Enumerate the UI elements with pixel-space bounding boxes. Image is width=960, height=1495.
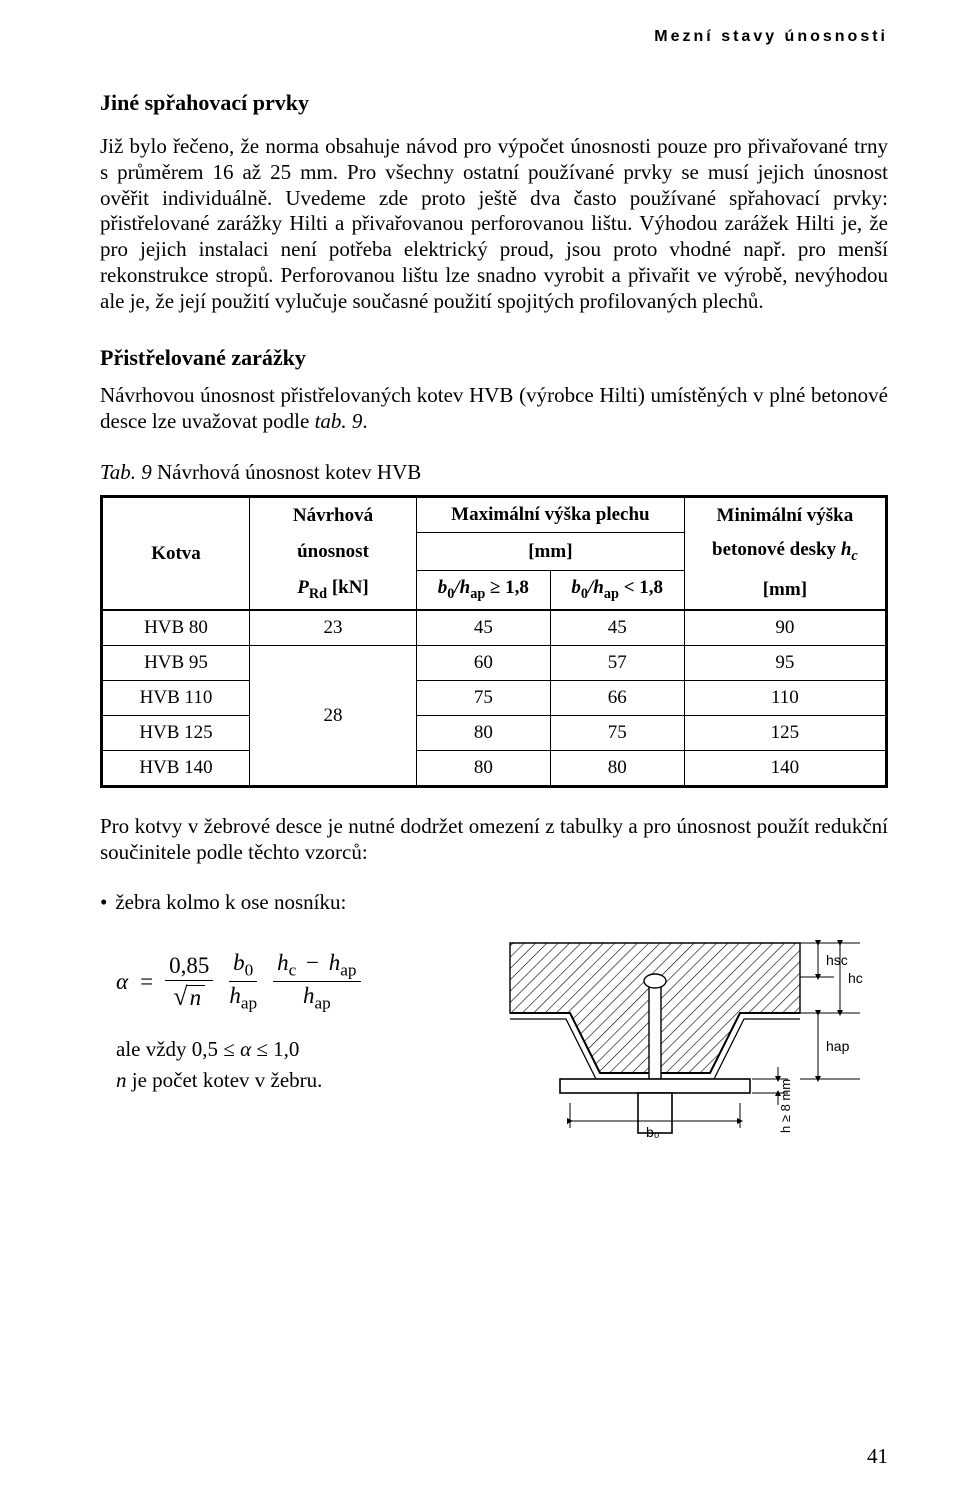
hvb-table: Kotva Návrhová Maximální výška plechu Mi… [100,495,888,788]
cell-kotva: HVB 125 [102,716,250,751]
cell-c2: 57 [550,646,684,681]
table-caption: Tab. 9 Návrhová únosnost kotev HVB [100,460,888,485]
bullet-icon: • [100,890,107,914]
cell-kotva: HVB 140 [102,751,250,787]
table-row: HVB 110 75 66 110 [102,681,887,716]
cell-prd: 23 [250,610,417,646]
col-cond1-head: b0/hap ≥ 1,8 [417,571,551,610]
after-table-para: Pro kotvy v žebrové desce je nutné dodrž… [100,814,888,866]
cell-kotva: HVB 110 [102,681,250,716]
dim-h8: h ≥ 8 mm [778,1079,793,1133]
col-max-head: Maximální výška plechu [417,497,685,533]
section-paragraph-1: Již bylo řečeno, že norma obsahuje návod… [100,134,888,315]
col-prd-head3: PRd [kN] [250,571,417,610]
table-row: HVB 80 23 45 45 90 [102,610,887,646]
table-row: HVB 125 80 75 125 [102,716,887,751]
rib-cross-section-figure: hsc hc hap b₀ h ≥ 8 mm [500,933,890,1163]
section-title: Jiné spřahovací prvky [100,90,888,116]
col-min-mm: [mm] [684,571,886,610]
page-number: 41 [867,1444,888,1469]
cell-c2: 45 [550,610,684,646]
cell-hc: 90 [684,610,886,646]
cell-c2: 66 [550,681,684,716]
col-min-head1: Minimální výška [684,497,886,533]
cell-kotva: HVB 80 [102,610,250,646]
dim-b0: b₀ [646,1124,660,1140]
bullet-line: • žebra kolmo k ose nosníku: [100,890,888,915]
subsection-title: Přistřelované zarážky [100,345,888,371]
cell-c1: 75 [417,681,551,716]
table-row: HVB 95 28 60 57 95 [102,646,887,681]
cell-c2: 75 [550,716,684,751]
cell-c2: 80 [550,751,684,787]
alpha-formula: α = 0,85 √n b0 hap hc − hap hap [116,951,460,1013]
bullet-text: žebra kolmo k ose nosníku: [115,890,346,914]
cell-hc: 140 [684,751,886,787]
tab-ref: tab. 9 [315,409,363,433]
dim-hap: hap [826,1038,850,1054]
cell-prd-merged: 28 [250,646,417,787]
col-max-mm: [mm] [417,533,685,571]
dim-hsc: hsc [826,952,848,968]
col-prd-head1: Návrhová [250,497,417,533]
subsection-paragraph-text: Návrhovou únosnost přistřelovaných kotev… [100,383,888,433]
col-kotva-head: Kotva [102,497,250,610]
col-cond2-head: b0/hap < 1,8 [550,571,684,610]
cell-c1: 80 [417,716,551,751]
formula-note-1: ale vždy 0,5 ≤ α ≤ 1,0 [116,1037,460,1062]
table-caption-prefix: Tab. 9 [100,460,152,484]
cell-c1: 80 [417,751,551,787]
formula-note-2: n je počet kotev v žebru. [116,1068,460,1093]
cell-hc: 110 [684,681,886,716]
subsection-paragraph: Návrhovou únosnost přistřelovaných kotev… [100,383,888,435]
col-prd-head2: únosnost [250,533,417,571]
cell-c1: 60 [417,646,551,681]
cell-c1: 45 [417,610,551,646]
running-head: Mezní stavy únosnosti [100,28,888,46]
cell-kotva: HVB 95 [102,646,250,681]
table-caption-rest: Návrhová únosnost kotev HVB [152,460,421,484]
dim-hc: hc [848,970,863,986]
table-row: HVB 140 80 80 140 [102,751,887,787]
cell-hc: 125 [684,716,886,751]
cell-hc: 95 [684,646,886,681]
col-min-head2: betonové desky hc [684,533,886,571]
